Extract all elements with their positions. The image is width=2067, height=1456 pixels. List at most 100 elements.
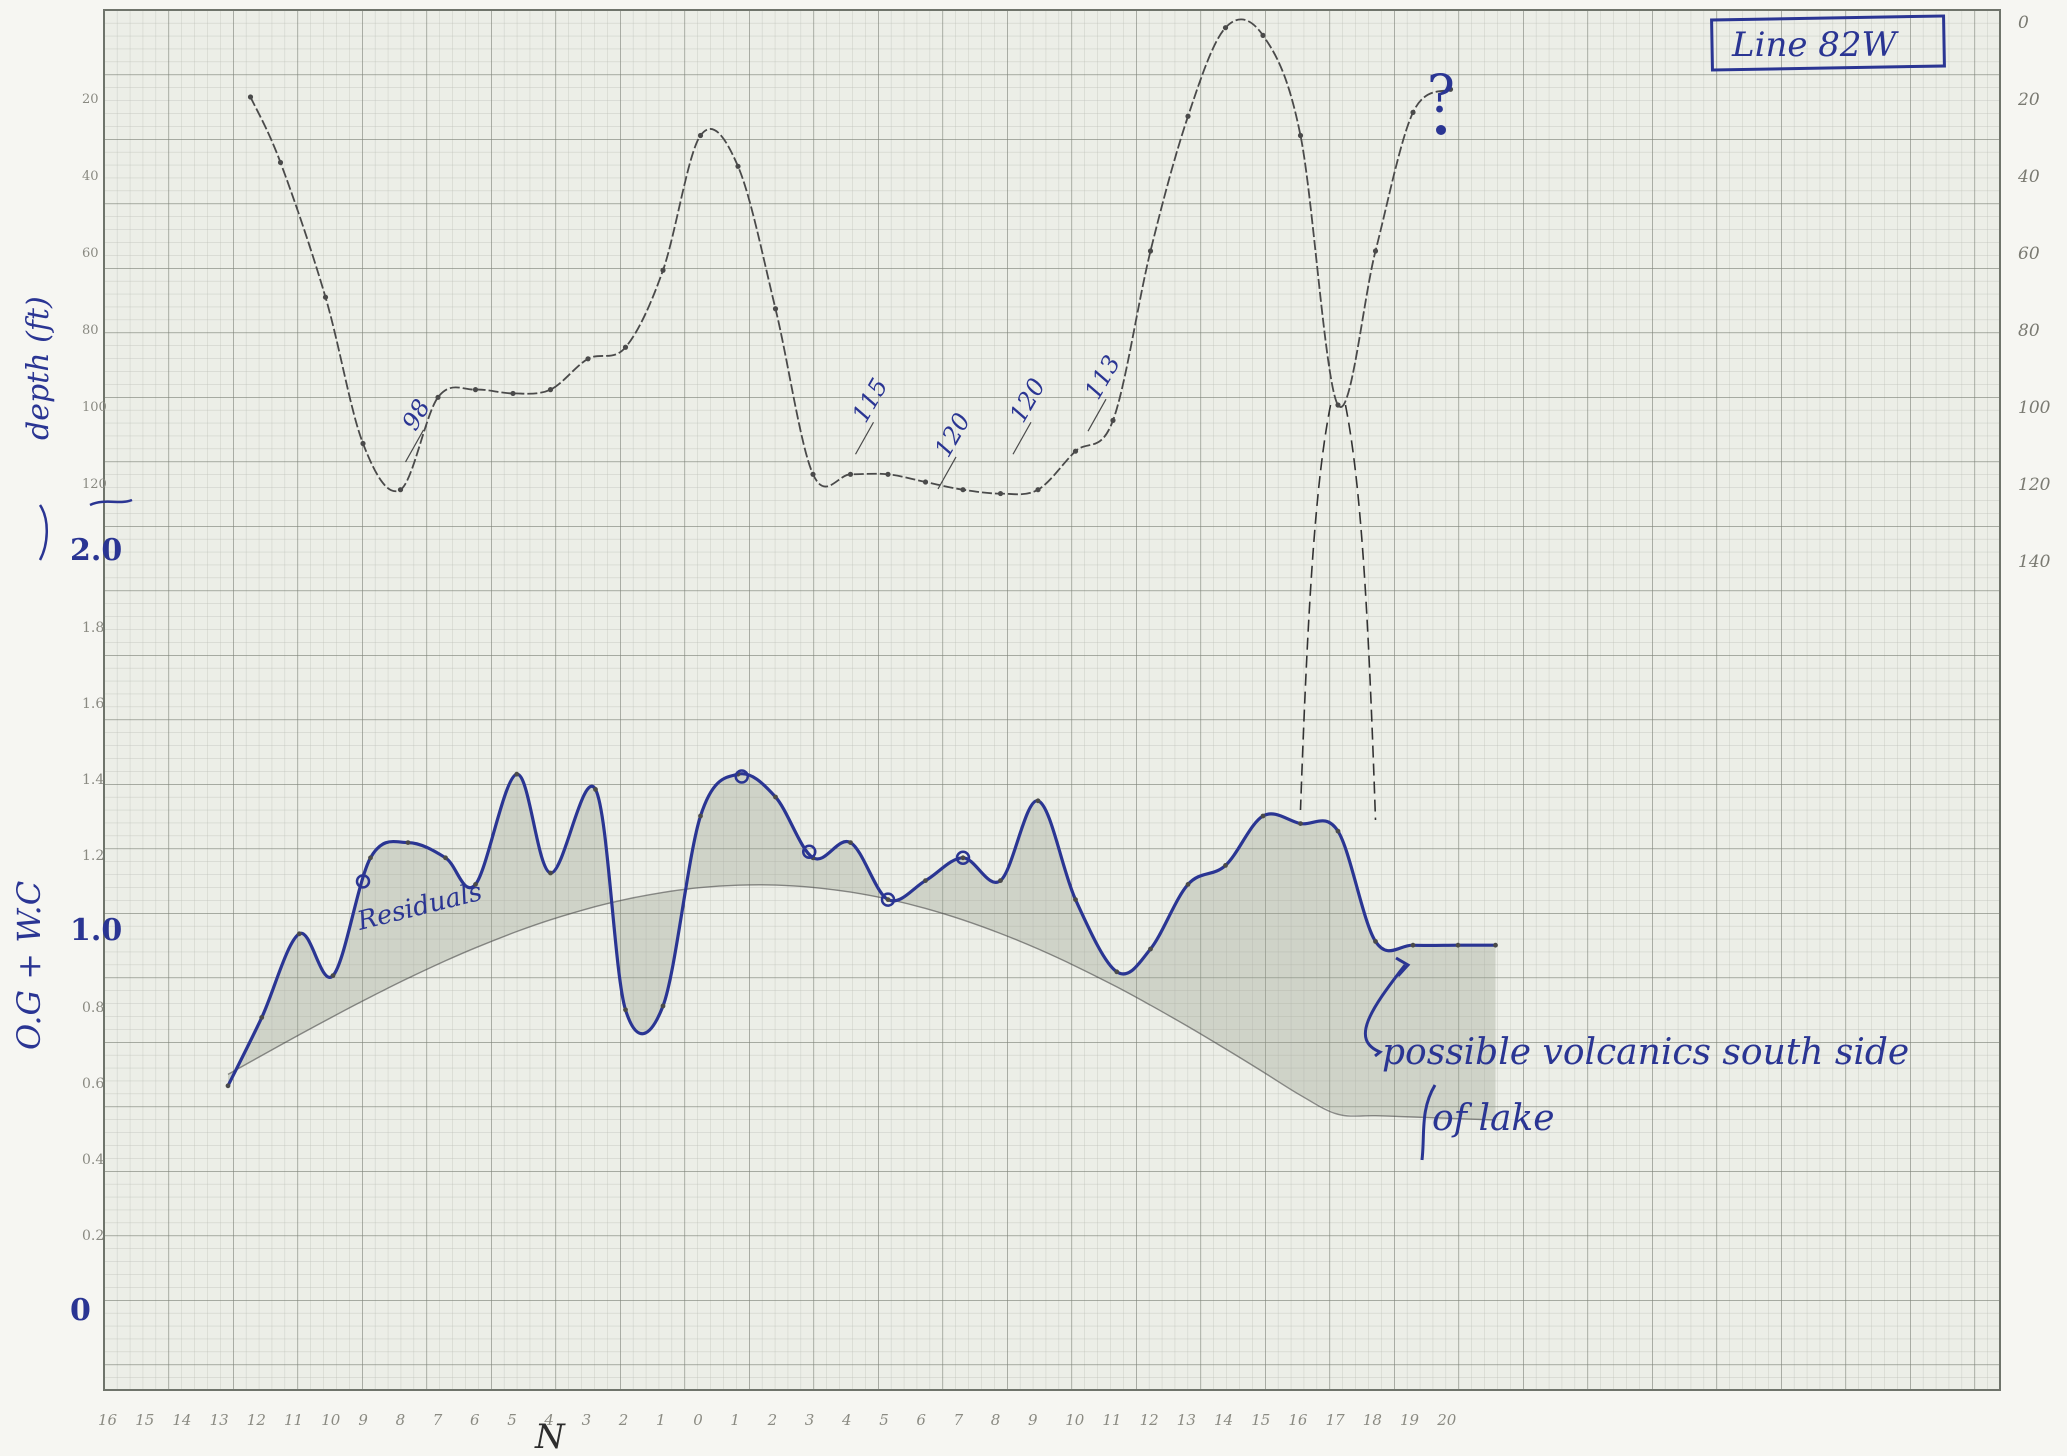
x-tick-label: 3	[805, 1411, 815, 1429]
og-point	[330, 973, 336, 978]
og-point	[1335, 828, 1341, 834]
depth-point	[1185, 113, 1191, 119]
depth-point	[1297, 132, 1304, 139]
title-box: Line 82W	[1710, 14, 1946, 72]
x-tick-label: 9	[358, 1411, 368, 1429]
dashed-connector-right	[1344, 404, 1377, 821]
og-point	[1298, 821, 1303, 826]
left-depth-tick-label: 100	[82, 400, 107, 415]
x-tick-label: 10	[1065, 1411, 1085, 1429]
x-tick-label: 17	[1326, 1411, 1346, 1429]
x-tick-label: 14	[1214, 1411, 1233, 1429]
right-tick-label: 20	[2017, 90, 2040, 110]
og-point	[1114, 969, 1120, 975]
right-tick-label: 120	[2018, 475, 2051, 495]
og-point	[514, 771, 520, 777]
og-major-tick-label: 0	[70, 1293, 91, 1328]
x-tick-label: 2	[618, 1411, 629, 1429]
left-depth-tick-label: 20	[82, 92, 99, 107]
chart-title: Line 82W	[1731, 25, 1900, 65]
depth-point	[1372, 248, 1379, 254]
og-minor-tick-label: 0.2	[82, 1228, 104, 1244]
question-mark: ?	[1427, 65, 1455, 125]
depth-point	[435, 394, 441, 400]
depth-point	[1447, 86, 1454, 92]
og-point	[698, 813, 703, 819]
og-point	[473, 882, 478, 887]
x-tick-label: 11	[284, 1411, 303, 1429]
depth-point	[472, 387, 479, 393]
og-point	[1148, 946, 1153, 952]
annotation-line-2: of lake	[1432, 1098, 1555, 1139]
depth-point	[277, 159, 284, 166]
x-tick-label: 15	[1251, 1411, 1270, 1429]
left-depth-tick-label: 60	[82, 246, 99, 261]
depth-point	[397, 487, 404, 493]
depth-label-leader	[1012, 421, 1032, 455]
og-point	[1493, 942, 1498, 948]
og-point	[443, 855, 448, 861]
og-marked-point	[802, 844, 817, 859]
depth-point	[1260, 32, 1266, 39]
x-tick-label: 1	[730, 1411, 740, 1429]
right-tick-label: 0	[2018, 13, 2029, 33]
x-tick-label: 14	[172, 1411, 191, 1429]
depth-point	[1222, 25, 1229, 31]
x-tick-label: 8	[991, 1411, 1001, 1429]
x-tick-label: 11	[1102, 1411, 1121, 1429]
depth-point	[960, 487, 966, 493]
x-tick-label: 13	[1177, 1411, 1196, 1429]
og-wc-line	[226, 772, 1496, 1087]
depth-label-leader	[1087, 398, 1107, 432]
og-marked-point	[955, 850, 971, 866]
depth-profile-line	[249, 18, 1451, 496]
og-point	[1373, 939, 1378, 944]
x-tick-label: 6	[916, 1411, 926, 1429]
og-point	[1410, 942, 1416, 948]
scale-break-mark	[38, 498, 133, 561]
og-minor-tick-label: 1.6	[82, 696, 104, 712]
left-depth-tick-label: 120	[82, 477, 107, 492]
depth-point	[322, 294, 329, 300]
left-depth-tick-label: 40	[82, 169, 99, 184]
depth-point	[1147, 248, 1154, 254]
og-point	[885, 897, 891, 902]
og-minor-tick-label: 1.4	[82, 772, 104, 788]
x-tick-label: 0	[693, 1411, 703, 1429]
x-tick-label: 5	[879, 1411, 889, 1429]
x-tick-label: 4	[543, 1411, 554, 1429]
depth-point	[1410, 109, 1416, 115]
x-tick-label: 13	[210, 1411, 229, 1429]
og-point	[1035, 798, 1041, 804]
x-tick-label: 2	[767, 1411, 778, 1429]
x-tick-label: 16	[98, 1411, 118, 1429]
x-tick-label: 9	[1028, 1411, 1038, 1429]
depth-axis-title: depth (ft)	[21, 296, 56, 440]
og-point	[998, 878, 1003, 883]
depth-point	[997, 490, 1004, 497]
og-point	[593, 787, 598, 792]
x-tick-label: 4	[841, 1411, 852, 1429]
depth-point	[547, 387, 554, 393]
og-point	[1455, 942, 1461, 948]
og-point	[368, 855, 373, 861]
og-point	[405, 840, 411, 845]
og-point	[548, 870, 553, 876]
x-tick-label: 10	[321, 1411, 341, 1429]
depth-point	[847, 471, 854, 477]
og-point	[296, 931, 302, 937]
annotation-arrowhead	[1395, 956, 1411, 978]
depth-point	[1035, 487, 1041, 493]
depth-point	[660, 267, 666, 273]
depth-point	[735, 163, 741, 169]
og-point	[259, 1015, 265, 1020]
og-minor-tick-label: 1.8	[82, 620, 104, 636]
grid-area	[103, 9, 2001, 1391]
x-tick-label: 19	[1400, 1411, 1420, 1429]
og-point	[848, 840, 853, 845]
x-tick-label: 5	[507, 1411, 517, 1429]
right-tick-label: 140	[2018, 552, 2051, 572]
depth-label-leader	[854, 421, 875, 455]
right-tick-label: 100	[2018, 398, 2051, 418]
left-depth-tick-label: 80	[82, 323, 99, 338]
